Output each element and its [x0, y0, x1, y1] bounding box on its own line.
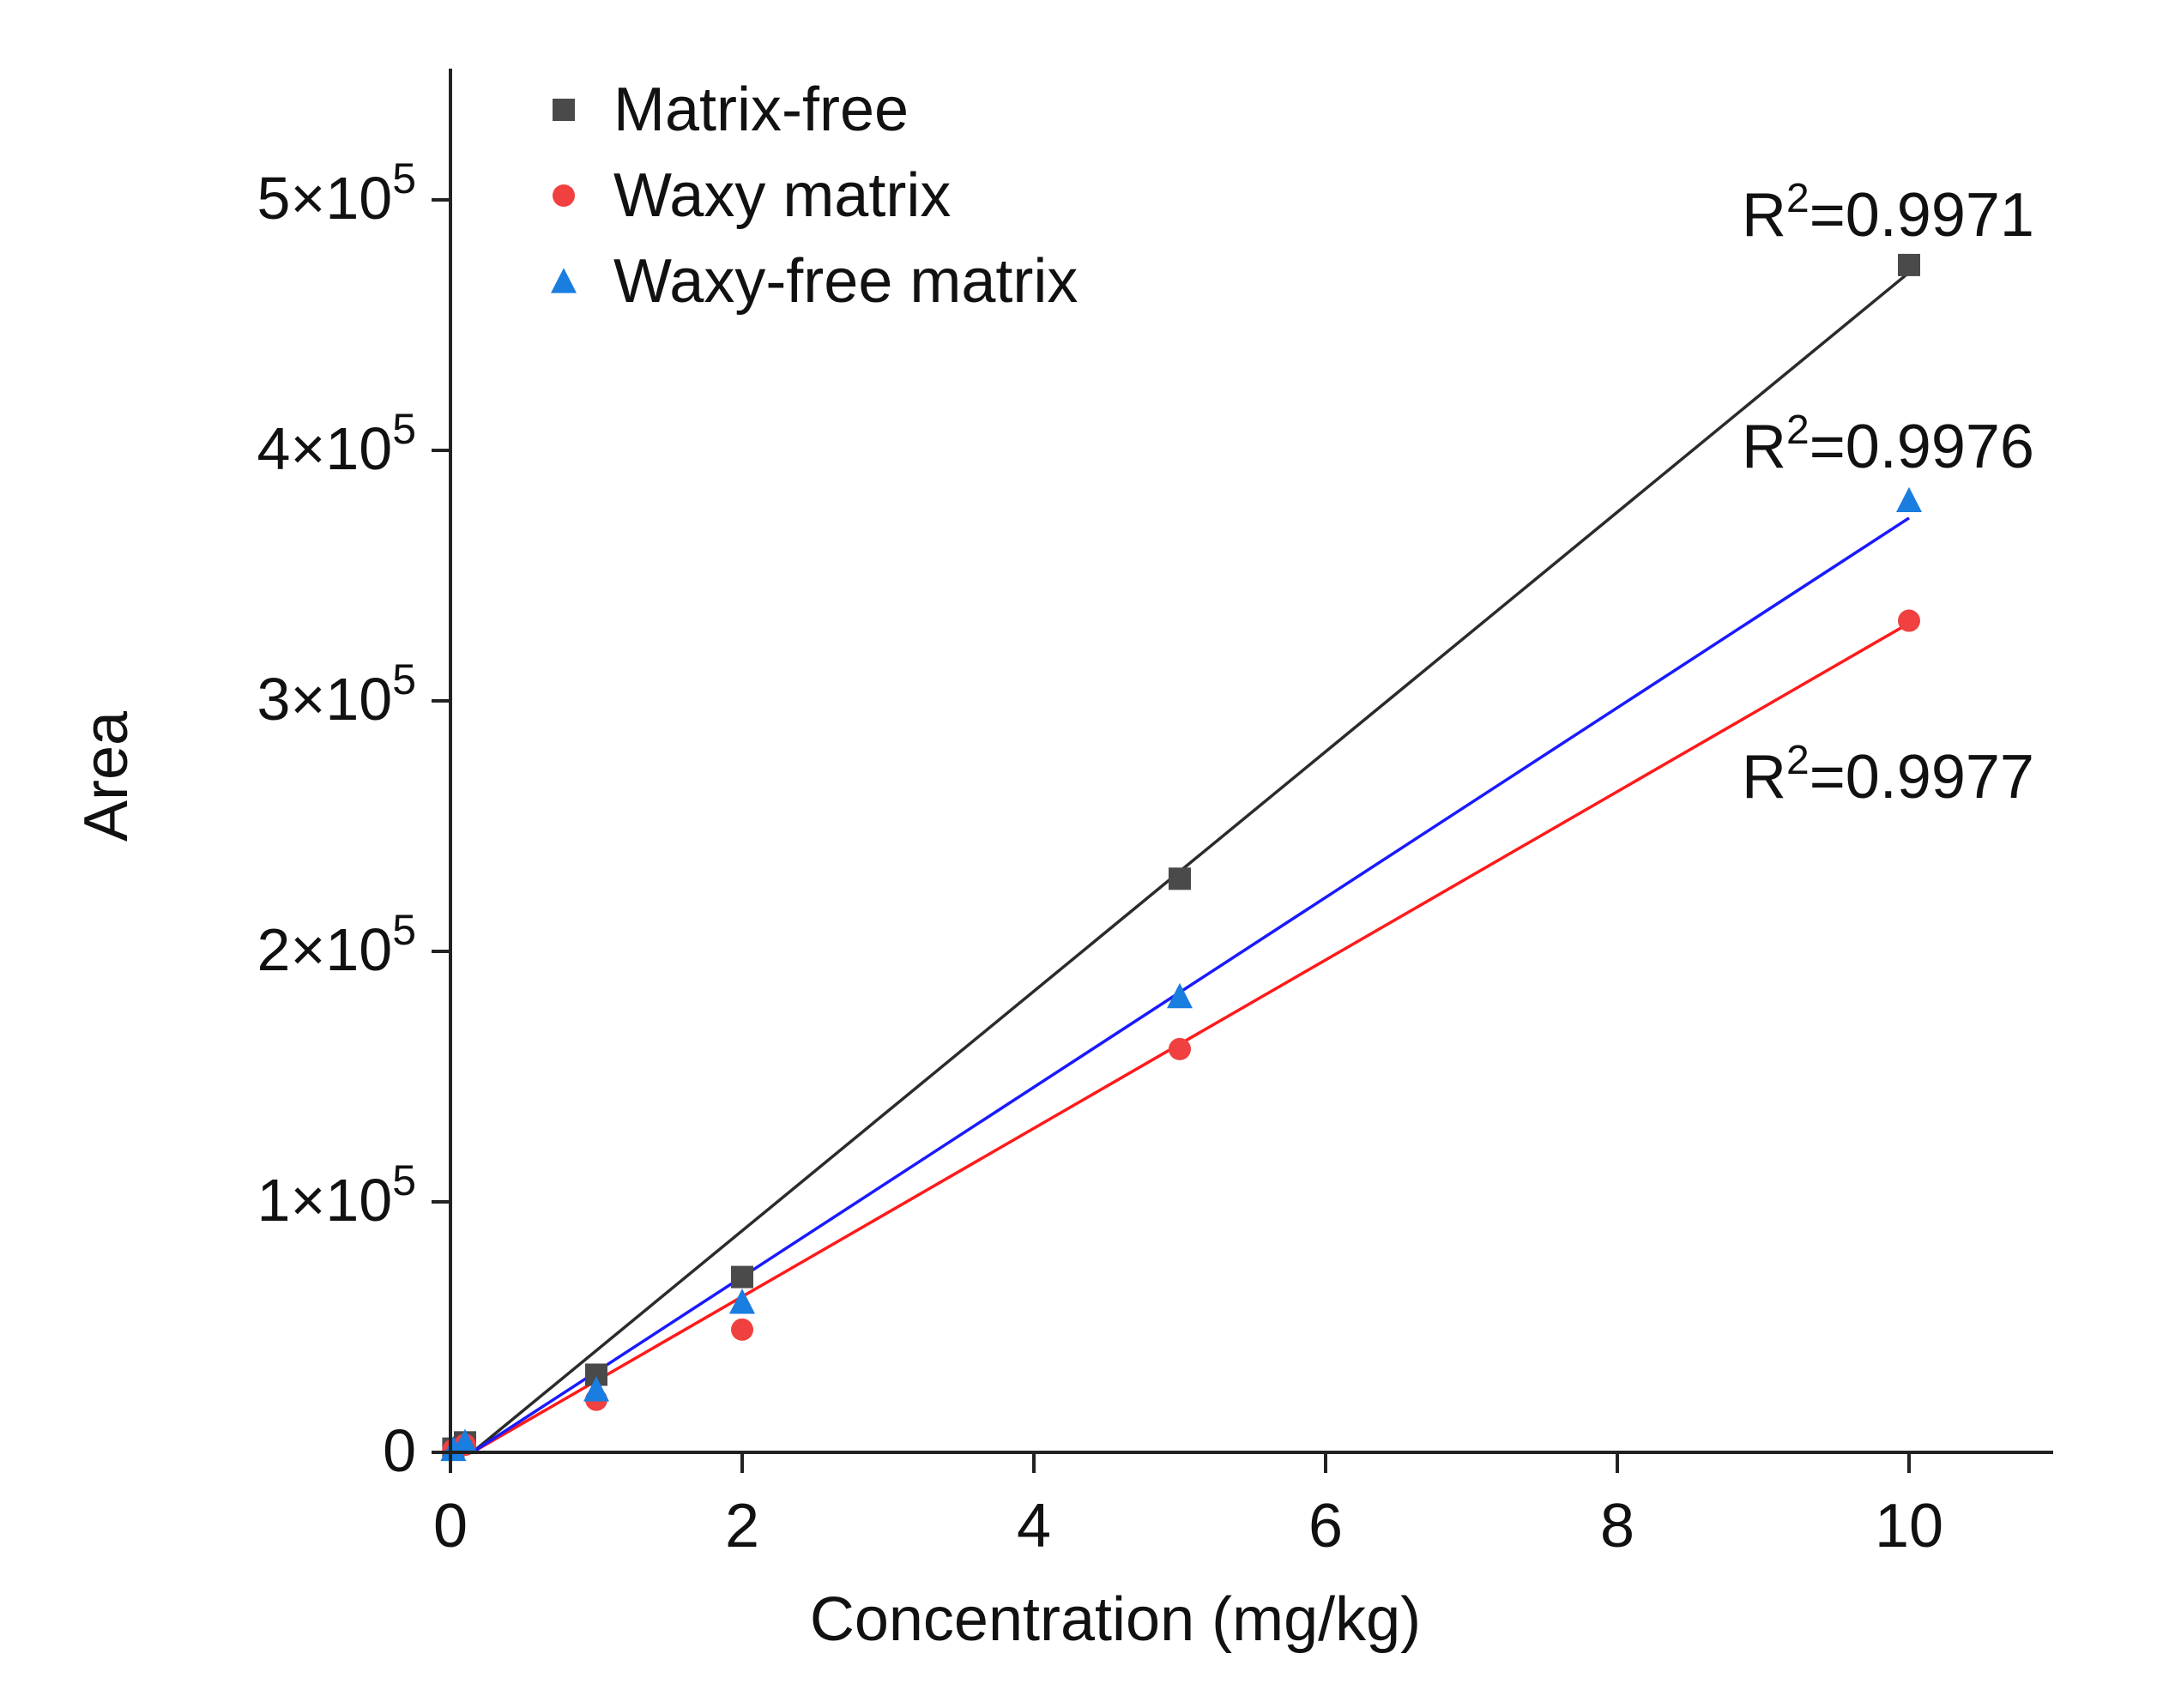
data-point — [440, 1435, 467, 1462]
r2-prefix: R — [1742, 413, 1786, 481]
data-point — [1167, 982, 1193, 1009]
y-tick-exponent: 5 — [392, 906, 416, 954]
y-tick-mantissa: 1×10 — [257, 1167, 393, 1234]
data-point — [731, 1265, 753, 1289]
y-tick-mantissa: 2×10 — [257, 916, 393, 983]
data-points — [440, 253, 1922, 1462]
legend-marker — [553, 184, 575, 207]
x-tick-label: 0 — [433, 1492, 468, 1560]
legend: Matrix-free Waxy matrix Waxy-free matrix — [551, 75, 1078, 316]
r2-superscript: 2 — [1786, 738, 1810, 783]
y-tick-exponent: 5 — [392, 655, 416, 703]
legend-marker — [553, 99, 575, 121]
x-tick-label: 4 — [1017, 1492, 1051, 1560]
legend-label: Matrix-free — [613, 75, 909, 144]
legend-item: Waxy-free matrix — [551, 247, 1078, 316]
y-tick-label: 2×105 — [257, 906, 416, 983]
data-point — [452, 1428, 478, 1454]
series-points — [440, 486, 1922, 1462]
series-points — [442, 609, 1920, 1462]
r2-value: =0.9971 — [1810, 181, 2034, 250]
y-tick-exponent: 5 — [392, 154, 416, 202]
y-tick-mantissa: 3×10 — [257, 666, 393, 733]
data-point — [1169, 867, 1191, 890]
data-point — [1898, 609, 1920, 632]
r2-label: R2=0.9977 — [1742, 738, 2034, 812]
y-tick-label: 5×105 — [257, 154, 416, 232]
legend-item: Matrix-free — [553, 75, 909, 144]
fit-lines — [471, 271, 1911, 1454]
data-point — [1898, 253, 1920, 276]
data-point — [729, 1289, 755, 1314]
y-tick-mantissa: 0 — [383, 1417, 416, 1484]
r2-label: R2=0.9971 — [1742, 176, 2034, 250]
data-point — [1169, 1037, 1191, 1060]
data-point — [1896, 486, 1922, 513]
y-tick-label: 1×105 — [257, 1156, 416, 1234]
r2-value: =0.9977 — [1810, 743, 2034, 812]
x-tick-label: 6 — [1308, 1492, 1343, 1560]
x-ticks: 0 2 4 6 8 10 — [433, 1452, 1943, 1560]
r2-superscript: 2 — [1786, 407, 1810, 453]
r2-value: =0.9976 — [1810, 413, 2034, 481]
y-tick-label: 0 — [383, 1417, 416, 1484]
y-tick-mantissa: 4×10 — [257, 415, 393, 482]
legend-label: Waxy matrix — [613, 161, 951, 230]
y-tick-exponent: 5 — [392, 405, 416, 453]
x-tick-label: 2 — [725, 1492, 759, 1560]
r2-prefix: R — [1742, 743, 1786, 812]
r2-superscript: 2 — [1786, 176, 1810, 221]
fit-line — [471, 516, 1910, 1454]
legend-label: Waxy-free matrix — [613, 247, 1078, 316]
r2-label: R2=0.9976 — [1742, 407, 2034, 481]
y-tick-exponent: 5 — [392, 1156, 416, 1204]
data-point — [583, 1376, 609, 1402]
fit-line — [471, 621, 1910, 1454]
r2-prefix: R — [1742, 181, 1786, 250]
x-axis-title: Concentration (mg/kg) — [810, 1585, 1421, 1654]
x-tick-label: 10 — [1875, 1492, 1943, 1560]
fit-line — [471, 271, 1911, 1454]
y-tick-mantissa: 5×10 — [257, 165, 393, 232]
legend-item: Waxy matrix — [553, 161, 951, 230]
data-point — [731, 1318, 753, 1341]
y-axis-title: Area — [72, 710, 141, 842]
x-tick-label: 8 — [1600, 1492, 1634, 1560]
series-points — [442, 253, 1920, 1460]
legend-marker — [551, 268, 577, 293]
y-tick-label: 3×105 — [257, 655, 416, 733]
y-tick-label: 4×105 — [257, 405, 416, 482]
